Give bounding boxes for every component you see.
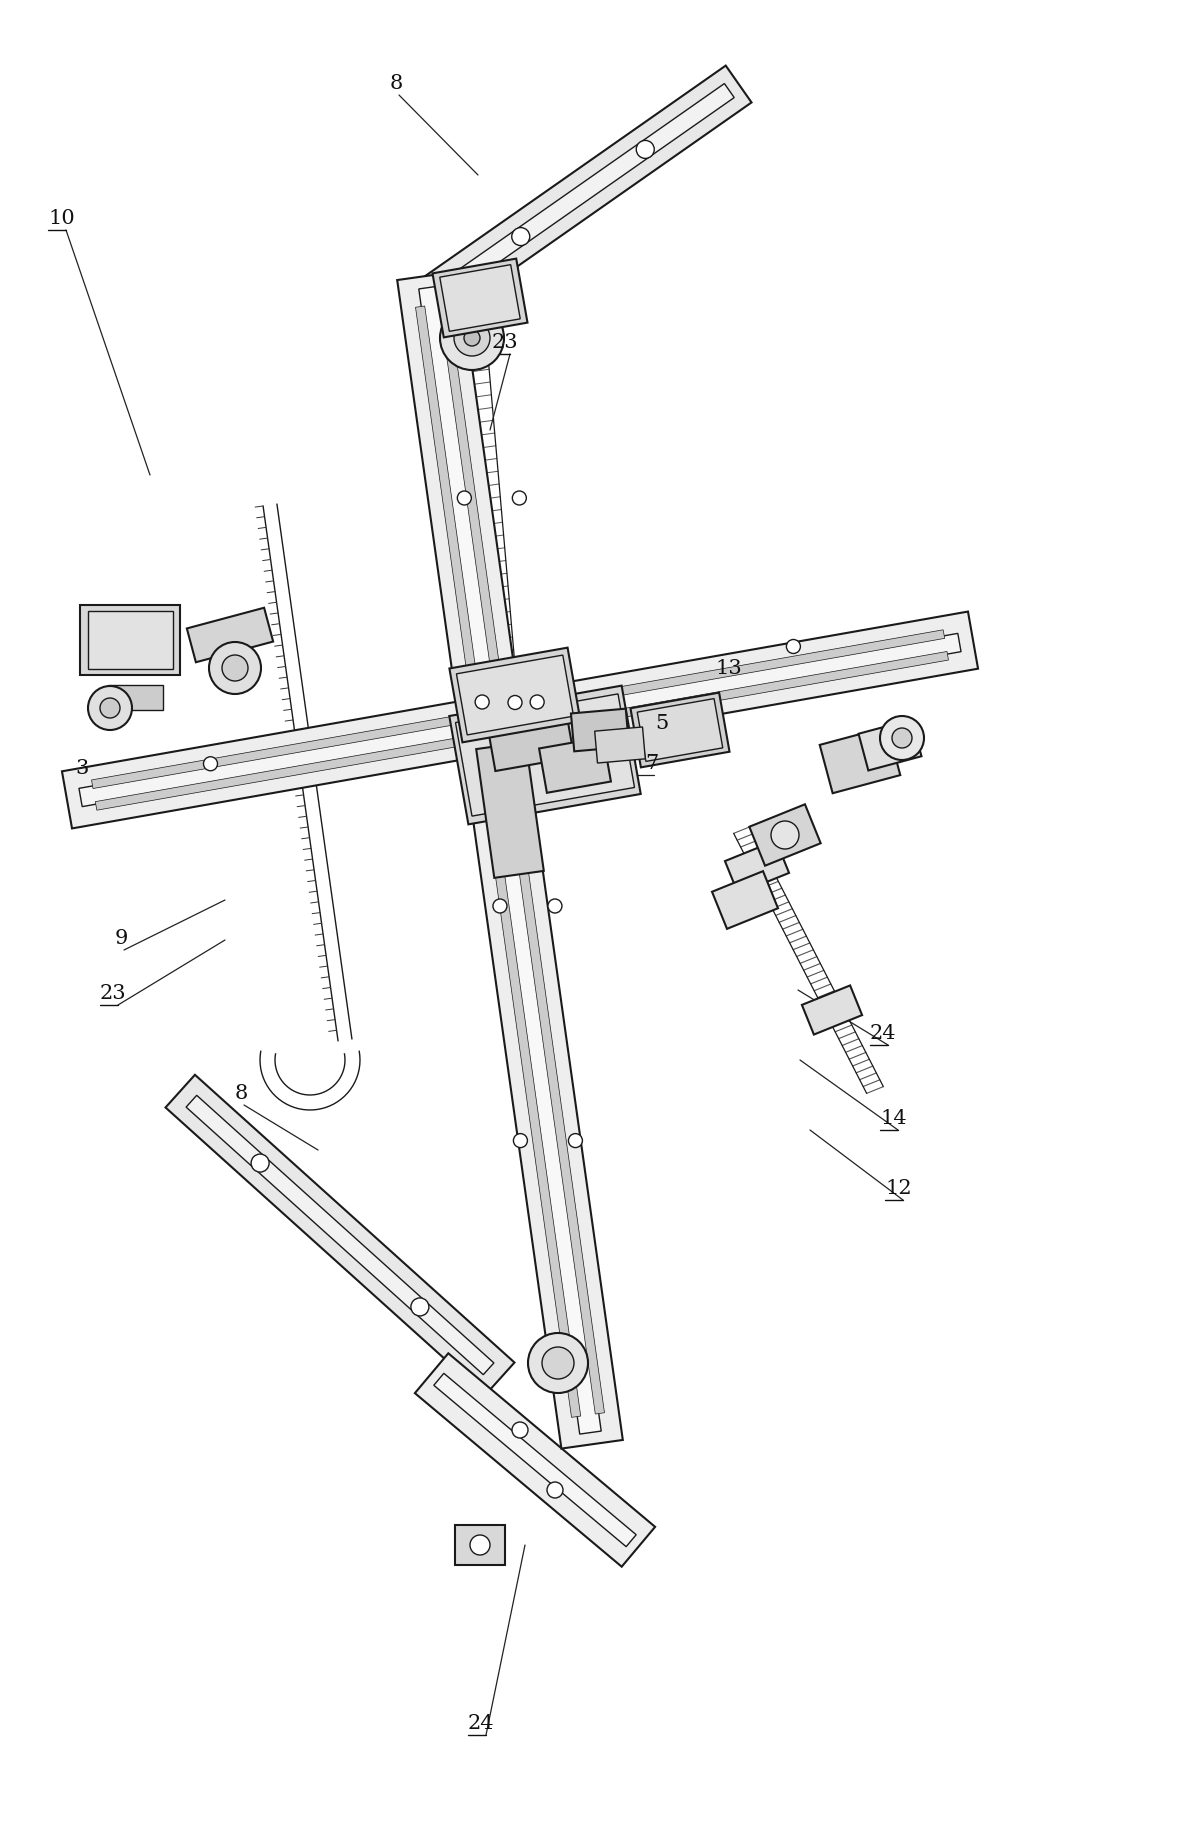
Polygon shape: [595, 727, 645, 763]
Polygon shape: [419, 286, 601, 1435]
Circle shape: [223, 655, 248, 680]
Circle shape: [251, 1154, 269, 1173]
Polygon shape: [415, 1353, 656, 1567]
Polygon shape: [79, 632, 962, 806]
Text: 14: 14: [879, 1108, 907, 1129]
Circle shape: [470, 1534, 490, 1554]
Polygon shape: [476, 741, 544, 878]
Circle shape: [879, 715, 923, 760]
Circle shape: [512, 227, 530, 245]
Polygon shape: [712, 870, 778, 929]
Circle shape: [771, 821, 798, 848]
Polygon shape: [750, 804, 821, 865]
Circle shape: [541, 1346, 574, 1379]
Text: 13: 13: [715, 658, 741, 679]
Polygon shape: [457, 655, 574, 736]
Polygon shape: [820, 727, 901, 793]
Circle shape: [411, 1298, 428, 1317]
Text: 12: 12: [885, 1178, 912, 1199]
Circle shape: [513, 1134, 527, 1147]
Text: 9: 9: [115, 929, 129, 948]
Polygon shape: [414, 66, 752, 321]
Polygon shape: [432, 258, 527, 337]
Circle shape: [528, 1333, 588, 1392]
Circle shape: [493, 900, 507, 913]
Text: 23: 23: [100, 985, 126, 1003]
Text: 24: 24: [870, 1023, 896, 1044]
Polygon shape: [62, 612, 978, 828]
Polygon shape: [92, 631, 945, 789]
Circle shape: [547, 1483, 563, 1497]
Text: 24: 24: [468, 1715, 495, 1733]
Circle shape: [475, 695, 489, 708]
Text: 8: 8: [390, 74, 403, 92]
Circle shape: [512, 1422, 528, 1438]
Polygon shape: [88, 610, 173, 669]
Circle shape: [440, 306, 505, 371]
Polygon shape: [631, 693, 729, 767]
Polygon shape: [455, 1525, 505, 1566]
Circle shape: [892, 728, 912, 749]
Polygon shape: [802, 985, 862, 1034]
Polygon shape: [486, 703, 574, 771]
Polygon shape: [80, 605, 180, 675]
Circle shape: [457, 491, 471, 505]
Polygon shape: [539, 738, 610, 793]
Polygon shape: [456, 693, 634, 817]
Polygon shape: [95, 651, 948, 810]
Polygon shape: [638, 699, 722, 762]
Polygon shape: [432, 83, 734, 302]
Circle shape: [100, 699, 120, 717]
Circle shape: [464, 330, 480, 347]
Polygon shape: [165, 1075, 514, 1396]
Polygon shape: [187, 609, 274, 662]
Circle shape: [637, 140, 655, 159]
Polygon shape: [186, 1095, 494, 1374]
Circle shape: [508, 695, 522, 710]
Text: 10: 10: [48, 208, 75, 229]
Circle shape: [547, 900, 562, 913]
Circle shape: [787, 640, 801, 653]
Circle shape: [513, 491, 526, 505]
Polygon shape: [107, 686, 163, 710]
Circle shape: [203, 756, 218, 771]
Polygon shape: [397, 271, 622, 1449]
Circle shape: [531, 695, 544, 708]
Polygon shape: [571, 708, 630, 751]
Polygon shape: [725, 841, 789, 894]
Circle shape: [569, 1134, 582, 1147]
Polygon shape: [439, 302, 605, 1414]
Polygon shape: [858, 719, 921, 771]
Text: 8: 8: [234, 1084, 249, 1103]
Circle shape: [88, 686, 132, 730]
Text: 3: 3: [75, 760, 88, 778]
Polygon shape: [440, 266, 520, 332]
Polygon shape: [450, 686, 640, 824]
Polygon shape: [415, 306, 581, 1418]
Text: 5: 5: [654, 714, 669, 734]
Polygon shape: [434, 1374, 637, 1547]
Text: 23: 23: [491, 334, 519, 352]
Circle shape: [209, 642, 261, 693]
Circle shape: [455, 321, 490, 356]
Polygon shape: [450, 647, 581, 743]
Text: 7: 7: [645, 754, 658, 773]
